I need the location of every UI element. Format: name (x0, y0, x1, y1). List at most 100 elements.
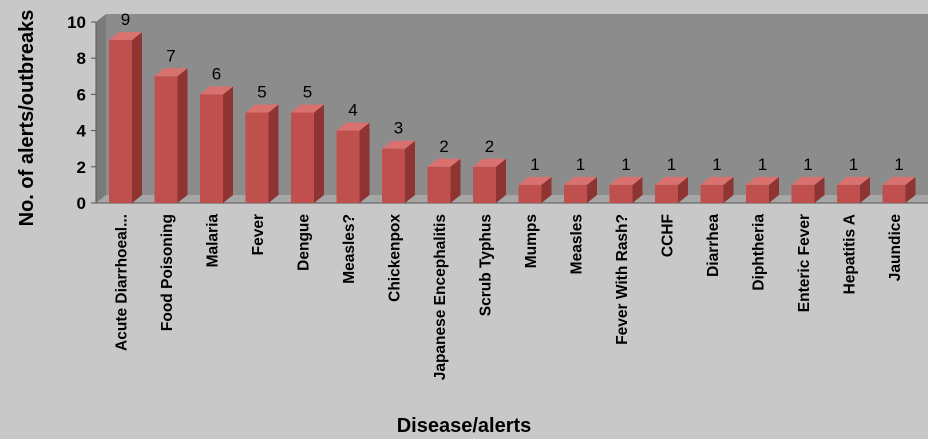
bar-top (109, 32, 142, 41)
bar-side (450, 158, 461, 203)
bar (700, 176, 734, 203)
y-axis: 0 2 4 6 8 10 (67, 13, 96, 213)
data-label: 1 (621, 155, 630, 174)
x-tick-label: Acute Diarrhoeal... (114, 214, 131, 351)
bar-side (496, 158, 506, 203)
x-tick-label: Food Poisoning (159, 214, 176, 331)
x-tick-label: CCHF (660, 214, 677, 257)
bar (791, 176, 825, 203)
bar-front (382, 148, 405, 203)
bar-front (837, 184, 860, 203)
bar (154, 68, 188, 203)
bar-top (291, 104, 324, 113)
bar-top (882, 176, 916, 185)
bar-top (336, 122, 370, 131)
data-labels: 9 7 6 5 5 4 3 2 2 1 1 1 1 1 1 1 1 1 (121, 10, 904, 174)
bar-front (746, 184, 769, 203)
bar-top (700, 176, 734, 185)
data-label: 2 (439, 137, 448, 156)
data-label: 1 (894, 155, 903, 174)
x-tick-label: Measles? (341, 214, 358, 284)
data-label: 5 (303, 83, 312, 102)
bar (427, 158, 461, 203)
bar-top (791, 176, 825, 185)
x-tick-label: Dengue (296, 214, 313, 271)
bar (746, 176, 779, 203)
bar (837, 176, 870, 203)
x-tick-label: Hepatitis A (842, 214, 859, 294)
bar-top (245, 104, 279, 113)
plot-side-wall (96, 14, 106, 203)
bar (291, 104, 324, 203)
bar-front (700, 184, 724, 203)
bar-top (382, 140, 415, 149)
bar-side (587, 176, 597, 203)
x-tick-label: Malaria (205, 214, 222, 268)
bar-front (609, 184, 633, 203)
y-tick-label: 2 (77, 158, 86, 177)
data-label: 3 (394, 119, 403, 138)
bar-top (427, 158, 461, 167)
bar-side (541, 176, 552, 203)
bar (882, 176, 916, 203)
bar-side (769, 176, 779, 203)
bar-front (245, 112, 269, 203)
bar-top (473, 158, 506, 167)
data-label: 1 (849, 155, 858, 174)
bar-top (746, 176, 779, 185)
bar-side (860, 176, 870, 203)
bar-top (200, 86, 233, 95)
bar (382, 140, 415, 203)
y-tick-label: 4 (77, 122, 87, 141)
data-label: 5 (257, 83, 266, 102)
x-tick-label: Enteric Fever (796, 214, 813, 312)
y-axis-title: No. of alerts/outbreaks (16, 10, 38, 227)
data-label: 1 (803, 155, 812, 174)
bar (109, 32, 142, 203)
bar (473, 158, 506, 203)
bar-side (678, 176, 688, 203)
x-tick-label: Japanese Encephalitis (432, 214, 449, 380)
bar-front (473, 166, 496, 203)
bar-side (814, 176, 825, 203)
bar-side (359, 122, 370, 203)
bar-front (291, 112, 314, 203)
bar (564, 176, 597, 203)
bars (109, 32, 916, 203)
bar-top (837, 176, 870, 185)
y-tick-label: 0 (77, 194, 86, 213)
data-label: 4 (348, 101, 357, 120)
bar-side (314, 104, 324, 203)
data-label: 2 (485, 137, 494, 156)
bar-side (632, 176, 643, 203)
data-label: 6 (212, 64, 221, 83)
x-tick-label: Fever (250, 214, 267, 255)
data-label: 9 (121, 10, 130, 29)
x-tick-label: Jaundice (887, 214, 904, 282)
bar-top (655, 176, 688, 185)
data-label: 1 (576, 155, 585, 174)
bar (655, 176, 688, 203)
bar (200, 86, 233, 203)
bar-front (518, 184, 542, 203)
bar-side (268, 104, 279, 203)
x-axis-title: Disease/alerts (397, 415, 532, 437)
bar-side (223, 86, 233, 203)
bar-top (609, 176, 643, 185)
bar (336, 122, 370, 203)
bar-top (518, 176, 552, 185)
bar-front (154, 76, 178, 203)
bar (609, 176, 643, 203)
bar-front (791, 184, 815, 203)
y-tick-label: 6 (77, 85, 86, 104)
data-label: 1 (530, 155, 539, 174)
data-label: 1 (758, 155, 767, 174)
bar-side (405, 140, 415, 203)
data-label: 1 (667, 155, 676, 174)
data-label: 7 (166, 46, 175, 65)
bar-front (109, 40, 132, 203)
bar-side (132, 32, 142, 203)
x-tick-label: Measles (569, 214, 586, 274)
x-tick-label: Scrub Typhus (478, 214, 495, 316)
